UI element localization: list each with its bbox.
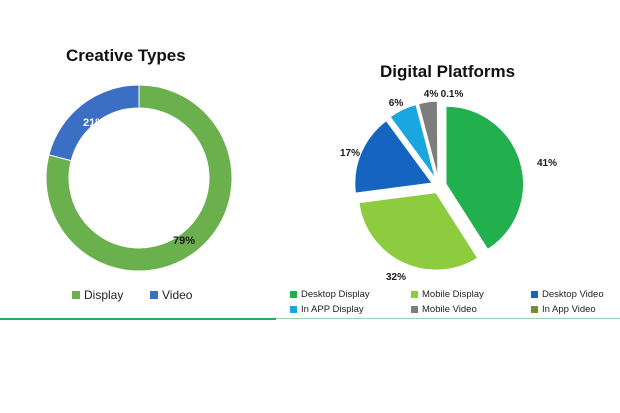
legend-label-mobile-display: Mobile Display bbox=[422, 289, 484, 300]
legend-item-mobile-display: Mobile Display bbox=[411, 289, 484, 300]
pie-label-mobile-display: 32% bbox=[386, 272, 406, 283]
legend-swatch-desktop-display bbox=[290, 291, 297, 298]
legend-label-video: Video bbox=[162, 288, 193, 302]
legend-swatch-display bbox=[72, 291, 80, 299]
section-divider-right bbox=[276, 318, 620, 319]
legend-item-desktop-video: Desktop Video bbox=[531, 289, 604, 300]
legend-label-in-app-display: In APP Display bbox=[301, 304, 364, 315]
pie-slice-mobile-video bbox=[417, 100, 439, 180]
legend-swatch-desktop-video bbox=[531, 291, 538, 298]
legend-label-desktop-display: Desktop Display bbox=[301, 289, 370, 300]
legend-swatch-in-app-display bbox=[290, 306, 297, 313]
legend-label-in-app-video: In App Video bbox=[542, 304, 596, 315]
pie-slice-desktop-display bbox=[444, 105, 525, 251]
donut-slice-display bbox=[45, 84, 233, 272]
legend-label-display: Display bbox=[84, 288, 124, 302]
legend-swatch-in-app-video bbox=[531, 306, 538, 313]
pie-label-desktop-display: 41% bbox=[537, 158, 557, 169]
legend-swatch-mobile-display bbox=[411, 291, 418, 298]
pie-label-mobile-video: 4% bbox=[424, 89, 439, 100]
donut-slice-video bbox=[48, 84, 140, 162]
legend-item-display: Display bbox=[72, 288, 123, 302]
pie-slice-mobile-display bbox=[357, 191, 480, 272]
legend-swatch-video bbox=[150, 291, 158, 299]
donut-label-video: 21% bbox=[83, 117, 105, 129]
creative-types-title: Creative Types bbox=[66, 46, 186, 65]
creative-types-donut: 79% 21% bbox=[45, 84, 233, 272]
legend-item-video: Video bbox=[150, 288, 192, 302]
digital-platforms-title: Digital Platforms bbox=[380, 62, 516, 81]
legend-item-in-app-video: In App Video bbox=[531, 304, 596, 315]
pie-label-desktop-video: 17% bbox=[340, 148, 360, 159]
pie-label-in-app-video: 0.1% bbox=[441, 89, 464, 100]
legend-item-desktop-display: Desktop Display bbox=[290, 289, 370, 300]
section-divider bbox=[0, 318, 276, 320]
pie-label-in-app-display: 6% bbox=[389, 98, 404, 109]
legend-swatch-mobile-video bbox=[411, 306, 418, 313]
legend-label-mobile-video: Mobile Video bbox=[422, 304, 477, 315]
donut-label-display: 79% bbox=[173, 235, 195, 247]
legend-label-desktop-video: Desktop Video bbox=[542, 289, 604, 300]
digital-platforms-pie: 41% 32% 17% 6% 4% 0.1% bbox=[340, 89, 557, 283]
pie-slice-in-app-display bbox=[388, 103, 437, 181]
legend-item-mobile-video: Mobile Video bbox=[411, 304, 477, 315]
pie-slice-desktop-video bbox=[353, 119, 434, 195]
legend-item-in-app-display: In APP Display bbox=[290, 304, 364, 315]
